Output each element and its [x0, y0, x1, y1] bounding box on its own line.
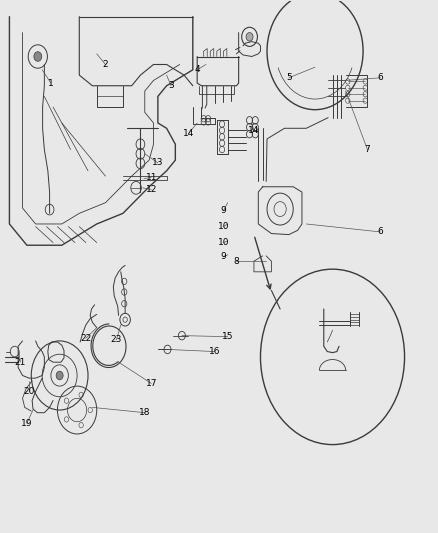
Text: 9: 9 — [220, 206, 226, 215]
Text: 15: 15 — [222, 332, 233, 341]
Text: 6: 6 — [378, 73, 383, 82]
Text: 2: 2 — [102, 60, 108, 69]
Text: 10: 10 — [218, 222, 229, 231]
Text: 21: 21 — [14, 358, 26, 367]
Circle shape — [34, 52, 42, 61]
Circle shape — [56, 371, 63, 379]
Text: 8: 8 — [233, 257, 239, 265]
Text: 6: 6 — [378, 228, 383, 237]
Text: 17: 17 — [145, 379, 157, 388]
Text: 14: 14 — [248, 126, 260, 135]
Text: 14: 14 — [183, 129, 194, 138]
Text: 11: 11 — [145, 173, 157, 182]
Text: 12: 12 — [146, 185, 157, 194]
Text: 1: 1 — [48, 78, 54, 87]
Text: 10: 10 — [218, 238, 229, 247]
Text: 7: 7 — [364, 145, 370, 154]
Text: 9: 9 — [220, 253, 226, 261]
Text: 16: 16 — [209, 347, 220, 356]
Text: 19: 19 — [21, 419, 33, 428]
Text: 13: 13 — [152, 158, 164, 167]
Text: 20: 20 — [23, 387, 35, 396]
Circle shape — [246, 33, 253, 41]
Text: 3: 3 — [168, 81, 174, 90]
Text: 18: 18 — [139, 408, 151, 417]
Text: 4: 4 — [194, 66, 200, 74]
Text: 22: 22 — [80, 334, 92, 343]
Text: 5: 5 — [286, 73, 292, 82]
Text: 23: 23 — [111, 335, 122, 344]
